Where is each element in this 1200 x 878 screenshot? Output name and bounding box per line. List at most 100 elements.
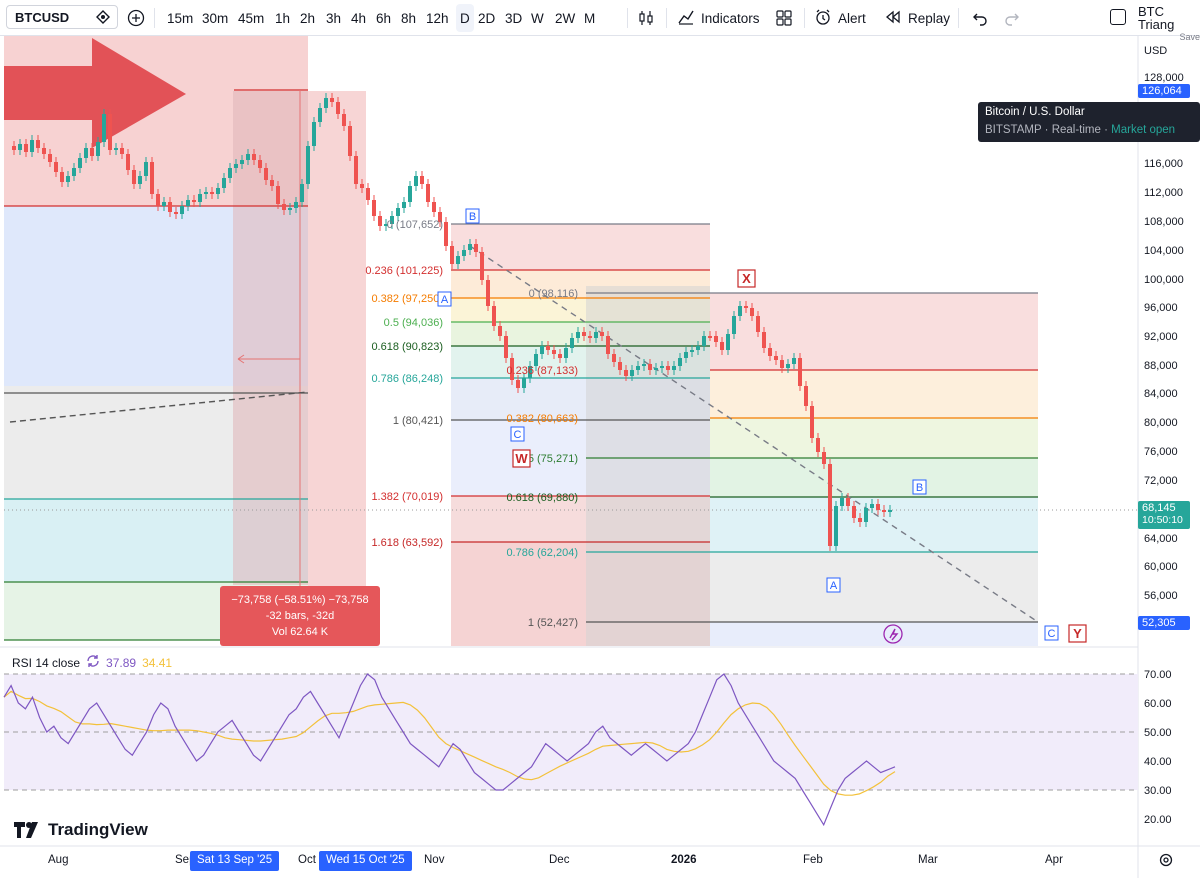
candle-body bbox=[630, 370, 634, 376]
candle-body bbox=[198, 194, 202, 202]
symbol-search[interactable]: BTCUSD bbox=[6, 5, 118, 29]
settings-icon[interactable] bbox=[1159, 853, 1173, 872]
redo-icon[interactable] bbox=[1002, 8, 1022, 28]
candle-body bbox=[360, 184, 364, 188]
undo-icon[interactable] bbox=[970, 8, 990, 28]
candle-body bbox=[414, 176, 418, 186]
candle-body bbox=[732, 316, 736, 334]
candle-body bbox=[318, 108, 322, 122]
price-tick: 96,000 bbox=[1144, 302, 1178, 314]
indicators-button[interactable]: Indicators bbox=[677, 8, 760, 28]
candle-body bbox=[660, 366, 664, 368]
favorite-icon[interactable] bbox=[95, 9, 111, 28]
candle-body bbox=[864, 508, 868, 522]
tooltip-title: Bitcoin / U.S. Dollar bbox=[985, 106, 1085, 118]
candle-body bbox=[270, 180, 274, 186]
candle-body bbox=[54, 162, 58, 172]
candle-body bbox=[336, 102, 340, 114]
candle-body bbox=[186, 200, 190, 206]
price-tag-high: 126,064 bbox=[1138, 84, 1190, 98]
candle-body bbox=[588, 336, 592, 338]
interval-3h[interactable]: 3h bbox=[326, 10, 342, 26]
interval-d[interactable]: D bbox=[456, 4, 474, 32]
layout-checkbox[interactable] bbox=[1110, 9, 1126, 25]
fib1-label-5: 0.786 (86,248) bbox=[371, 373, 443, 385]
candle-body bbox=[774, 356, 778, 360]
candle-body bbox=[678, 358, 682, 366]
candle-body bbox=[216, 188, 220, 194]
interval-45m[interactable]: 45m bbox=[238, 10, 265, 26]
candle-body bbox=[108, 114, 112, 150]
interval-15m[interactable]: 15m bbox=[167, 10, 194, 26]
svg-text:30.00: 30.00 bbox=[1144, 785, 1172, 797]
candle-body bbox=[192, 200, 196, 202]
time-highlight-start: Sat 13 Sep '25 bbox=[190, 851, 280, 871]
interval-2h[interactable]: 2h bbox=[300, 10, 316, 26]
candle-body bbox=[42, 148, 46, 154]
interval-2d[interactable]: 2D bbox=[478, 10, 496, 26]
interval-6h[interactable]: 6h bbox=[376, 10, 392, 26]
rsi-line bbox=[3, 673, 896, 827]
interval-8h[interactable]: 8h bbox=[401, 10, 417, 26]
candle-body bbox=[726, 334, 730, 350]
candles-icon[interactable] bbox=[636, 8, 656, 28]
symbol-name: BTCUSD bbox=[15, 9, 70, 25]
price-tick: 100,000 bbox=[1144, 274, 1184, 286]
tradingview-logo[interactable]: TradingView bbox=[14, 820, 148, 840]
rsi-value: 37.89 bbox=[106, 655, 137, 670]
candle-body bbox=[300, 184, 304, 202]
interval-m[interactable]: M bbox=[584, 10, 596, 26]
time-label-mar: Mar bbox=[918, 854, 938, 866]
candle-body bbox=[348, 126, 352, 156]
candle-body bbox=[78, 158, 82, 168]
interval-1h[interactable]: 1h bbox=[275, 10, 291, 26]
candle-body bbox=[558, 354, 562, 358]
time-label-2026: 2026 bbox=[671, 854, 697, 866]
time-highlight-end: Wed 15 Oct '25 bbox=[319, 851, 412, 871]
candle-body bbox=[12, 146, 16, 150]
candle-body bbox=[840, 498, 844, 506]
layouts-icon[interactable] bbox=[774, 8, 794, 28]
fib1-label-1: 0.236 (101,225) bbox=[365, 265, 443, 277]
candle-body bbox=[582, 332, 586, 336]
candle-body bbox=[366, 188, 370, 200]
interval-30m[interactable]: 30m bbox=[202, 10, 229, 26]
fib1-label-6: 1 (80,421) bbox=[393, 415, 443, 427]
rsi-legend[interactable]: RSI 14 close 37.89 34.41 bbox=[12, 654, 172, 671]
interval-w[interactable]: W bbox=[531, 10, 544, 26]
candle-body bbox=[252, 154, 256, 160]
interval-4h[interactable]: 4h bbox=[351, 10, 367, 26]
rsi-axis: 70.00 60.00 50.00 40.00 30.00 20.00 bbox=[1144, 669, 1172, 826]
candle-body bbox=[324, 98, 328, 108]
alert-button[interactable]: Alert bbox=[814, 8, 866, 28]
tooltip-exchange: BITSTAMP bbox=[985, 124, 1042, 136]
layout-save[interactable]: BTC Triang Save bbox=[1138, 5, 1200, 42]
interval-2w[interactable]: 2W bbox=[555, 10, 576, 26]
candle-body bbox=[600, 332, 604, 336]
wave-label-x: X bbox=[742, 271, 751, 286]
candle-body bbox=[762, 332, 766, 348]
candle-body bbox=[444, 222, 448, 246]
rsi-settings-icon[interactable] bbox=[86, 654, 100, 671]
candle-body bbox=[870, 504, 874, 508]
candle-body bbox=[876, 504, 880, 510]
replay-button[interactable]: Replay bbox=[884, 8, 950, 28]
interval-12h[interactable]: 12h bbox=[426, 10, 449, 26]
price-tick: 108,000 bbox=[1144, 216, 1184, 228]
alert-label: Alert bbox=[838, 10, 866, 26]
candle-body bbox=[816, 438, 820, 452]
price-chart[interactable]: 0 (107,652) 0.236 (101,225) 0.382 (97,25… bbox=[0, 36, 1200, 878]
add-icon[interactable] bbox=[126, 8, 146, 28]
candle-body bbox=[510, 358, 514, 380]
fib2-band-0 bbox=[710, 293, 1038, 370]
interval-3d[interactable]: 3D bbox=[505, 10, 523, 26]
brand-text: TradingView bbox=[48, 820, 148, 839]
price-tag-low: 52,305 bbox=[1138, 616, 1190, 630]
candle-body bbox=[708, 336, 712, 338]
candle-body bbox=[372, 200, 376, 216]
fib2-label-5: 0.786 (62,204) bbox=[506, 547, 578, 559]
fib1-label-8: 1.618 (63,592) bbox=[371, 537, 443, 549]
time-label-dec: Dec bbox=[549, 854, 570, 866]
candle-body bbox=[786, 364, 790, 368]
candle-body bbox=[828, 464, 832, 546]
